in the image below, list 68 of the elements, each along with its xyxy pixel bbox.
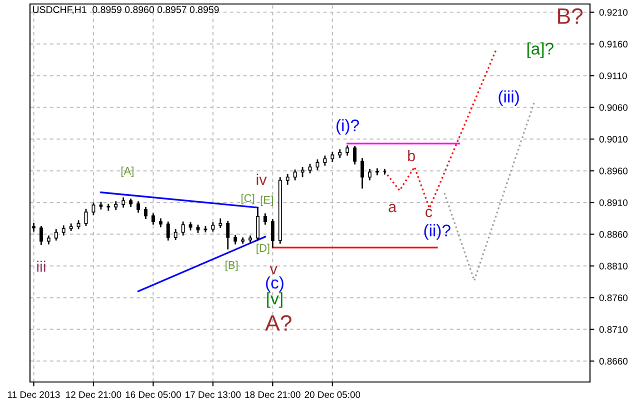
candlestick [316,158,320,171]
y-tick-label: 0.8960 [599,168,628,174]
candlestick [286,173,290,186]
candlestick [166,220,170,242]
candlestick [84,208,88,227]
candlestick [293,168,297,182]
y-tick-label: 0.8710 [599,326,628,333]
annotation: [D] [256,244,270,254]
candlestick [226,220,230,250]
y-tick-label: 0.8910 [599,199,628,206]
y-tick-label: 0.8860 [599,231,628,238]
candlestick [300,166,304,178]
annotation: (iii) [498,90,519,106]
annotation: A? [265,315,292,331]
x-tick-label: 12 Dec 21:00 [66,391,122,398]
candlestick [234,234,238,246]
candlestick [122,196,126,208]
candlestick [330,151,334,163]
annotation: [A] [121,166,134,178]
x-tick-label: 11 Dec 2013 [8,391,60,398]
candlestick [263,212,267,226]
x-tick-label: 18 Dec 21:00 [245,391,300,398]
annotation: [C] [242,194,254,204]
annotation: [B] [226,260,238,272]
y-tick-label: 0.8810 [599,262,628,270]
y-tick-label: 0.9110 [599,72,627,80]
annotation: b [408,150,415,162]
y-tick-label: 0.8660 [599,358,628,365]
x-tick-label: 20 Dec 05:00 [304,391,360,398]
y-tick-label: 0.9010 [599,136,628,143]
candlestick [181,220,185,236]
annotation: [E] [260,196,273,206]
y-tick-label: 0.9060 [599,104,628,111]
candlestick [39,225,43,246]
candlestick [353,145,357,166]
annotation: iv [256,174,267,185]
candlestick [368,168,372,182]
candlestick [360,157,364,190]
x-tick-label: 17 Dec 13:00 [186,391,241,398]
candlestick [270,218,274,248]
annotation: a [388,204,397,212]
y-tick-label: 0.9160 [599,40,628,48]
annotation: iii [37,260,46,272]
candlestick [218,218,222,229]
candlestick [308,163,312,174]
candlestick [174,228,178,241]
y-tick-label: 0.9210 [599,9,628,16]
candlestick [54,228,58,242]
annotation: v [270,266,278,274]
candlestick [136,200,140,214]
candlestick [144,206,148,220]
candlestick [323,154,327,166]
candlestick [151,212,155,226]
x-tick-label: 16 Dec 05:00 [126,391,181,398]
candlestick [256,206,260,242]
annotation: [v] [267,292,282,308]
annotation: c [426,208,432,218]
annotation: [a]? [527,42,554,58]
candlestick [92,202,96,216]
candlestick [211,221,215,232]
annotation: B? [558,8,583,24]
candlestick [346,144,350,156]
y-tick-label: 0.8760 [599,294,628,302]
annotation: (i)? [336,119,359,135]
annotation: (ii)? [424,224,450,240]
candlestick [62,224,66,236]
annotation: (c) [266,276,284,292]
chart-title: USDCHF,H1 0.8959 0.8960 0.8957 0.8959 [32,6,219,14]
